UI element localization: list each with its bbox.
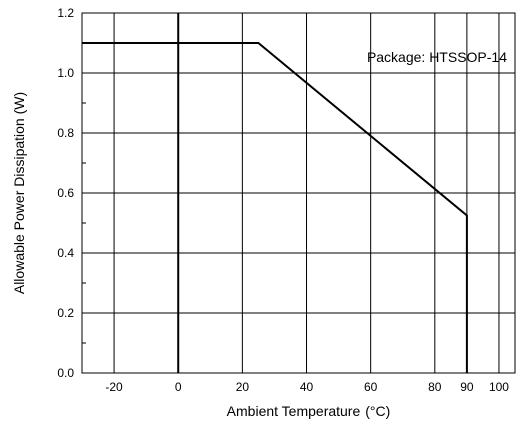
y-axis-label: Allowable Power Dissipation (W) <box>11 92 27 294</box>
x-axis-label-unit: (°C) <box>365 403 390 419</box>
y-tick-label: 1.2 <box>57 6 74 20</box>
x-tick-label: 20 <box>236 380 250 394</box>
grid-layer <box>82 12 515 374</box>
package-annotation: Package: HTSSOP-14 <box>367 49 507 65</box>
y-tick-label: 1.0 <box>57 66 74 80</box>
y-tick-label: 0.2 <box>57 306 74 320</box>
series-layer <box>82 42 468 373</box>
y-tick-label: 0.0 <box>57 366 74 380</box>
derating-curve <box>82 42 468 373</box>
x-tick-label: 0 <box>175 380 182 394</box>
x-tick-label: 100 <box>489 380 509 394</box>
x-tick-label: 90 <box>460 380 474 394</box>
y-tick-label: 0.8 <box>57 126 74 140</box>
x-tick-label: -20 <box>105 380 123 394</box>
y-tick-labels: 0.0 0.2 0.4 0.6 0.8 1.0 1.2 <box>57 6 74 380</box>
x-tick-label: 40 <box>300 380 314 394</box>
x-tick-labels: -20 0 20 40 60 80 90 100 <box>105 380 509 394</box>
x-axis-label: Ambient Temperature (°C) <box>227 403 391 419</box>
x-axis-label-text: Ambient Temperature <box>227 403 361 419</box>
y-tick-label: 0.6 <box>57 186 74 200</box>
x-tick-label: 60 <box>364 380 378 394</box>
plot-frame <box>81 12 516 374</box>
y-tick-label: 0.4 <box>57 246 74 260</box>
x-tick-label: 80 <box>428 380 442 394</box>
